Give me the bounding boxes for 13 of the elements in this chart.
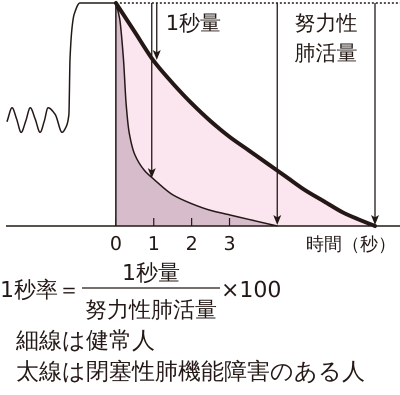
- x-axis-title: 時間（秒）: [306, 234, 396, 255]
- text: 細線は健常人: [15, 328, 155, 354]
- x-tick-label: 0: [110, 233, 122, 255]
- x-tick-label: 3: [223, 233, 236, 255]
- x-tick-label: 1: [148, 233, 160, 255]
- text: ×100: [221, 278, 282, 303]
- text: 1秒率＝: [0, 278, 80, 303]
- text: 努力性肺活量: [85, 298, 217, 323]
- text: 太線は閉塞性肺機能障害のある人: [16, 359, 365, 385]
- text: 1秒量: [122, 261, 180, 286]
- annotation: 努力性肺活量: [294, 11, 358, 65]
- x-tick-label: 2: [186, 233, 198, 255]
- annotation: 1秒量: [166, 11, 222, 35]
